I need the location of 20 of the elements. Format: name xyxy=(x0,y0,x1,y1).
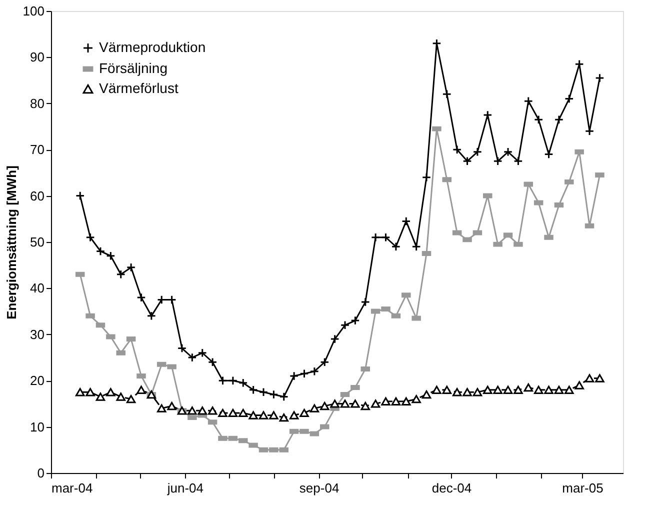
y-tick-label: 90 xyxy=(30,50,44,65)
x-tick-label: mar-04 xyxy=(52,480,93,496)
x-tick-label: sep-04 xyxy=(299,480,340,496)
y-tick-label: 30 xyxy=(30,326,44,342)
y-tick-label: 40 xyxy=(30,280,44,296)
y-tick-label: 10 xyxy=(30,419,44,434)
legend-label: Försäljning xyxy=(99,60,168,76)
y-tick-label: 50 xyxy=(30,234,44,250)
y-tick-label: 80 xyxy=(30,96,44,111)
x-tick-label: mar-05 xyxy=(562,480,604,496)
y-tick-label: 70 xyxy=(30,142,44,158)
y-tick-label: 20 xyxy=(30,373,44,388)
x-tick-label: dec-04 xyxy=(432,480,472,496)
y-tick-label: 100 xyxy=(22,4,44,18)
legend-label: Värmeförlust xyxy=(99,80,178,96)
y-tick-label: 0 xyxy=(37,466,44,480)
legend-label: Värmeproduktion xyxy=(99,39,206,55)
x-tick-label: jun-04 xyxy=(166,480,204,496)
y-tick-label: 60 xyxy=(30,188,44,204)
y-axis-title: Energiomsättning [MWh] xyxy=(4,166,19,320)
